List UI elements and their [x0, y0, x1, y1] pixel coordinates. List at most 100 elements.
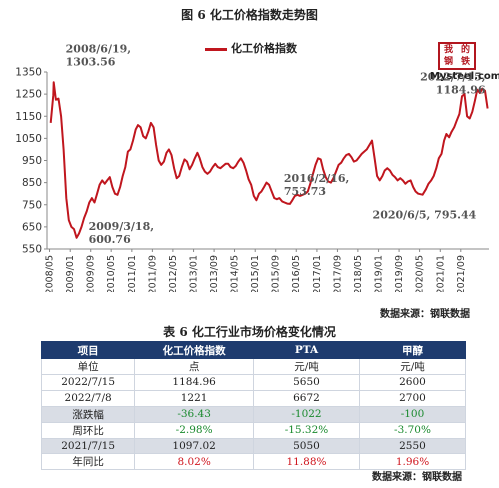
table-row: 年同比 8.02% 11.88% 1.96%: [40, 453, 467, 471]
x-tick-label: 2017/01: [312, 255, 323, 292]
y-tick-label: 750: [22, 199, 42, 211]
x-tick-label: 2009/01: [65, 255, 76, 292]
logo-char: 铁: [457, 56, 474, 68]
table-cell: 5650: [252, 374, 360, 391]
table-row: 2022/7/15 1184.96 5650 2600: [40, 374, 467, 391]
y-tick-label: 1250: [15, 89, 42, 101]
x-tick-label: 2014/05: [230, 255, 241, 292]
table-cell: 元/吨: [252, 358, 360, 375]
table-cell: -15.32%: [252, 421, 360, 439]
x-axis-ticks: 2008/05 2009/01 2009/09 2010/05 2011/01 2011/…: [45, 249, 467, 292]
table-header-cell: 化工价格指数: [134, 341, 254, 359]
table-cell: 单位: [40, 358, 136, 375]
annotation-line: 2022/7/15,: [420, 71, 485, 84]
x-tick-label: 2010/05: [106, 255, 117, 292]
y-tick-label: 1350: [15, 67, 42, 79]
mysteel-logo: 我 的 钢 铁 Mysteel.com: [430, 42, 499, 88]
table-cell: -2.98%: [134, 421, 254, 439]
x-tick-label: 2015/09: [271, 255, 282, 292]
x-tick-label: 2020/05: [415, 255, 426, 292]
annotation-line: 2008/6/19,: [66, 42, 131, 55]
table-cell: 2022/7/8: [40, 389, 136, 407]
x-tick-label: 2013/09: [209, 255, 220, 292]
table-cell: 1184.96: [134, 374, 254, 391]
logo-text: Mysteel.com: [430, 71, 499, 82]
series-line-chemical-index: [49, 81, 489, 239]
table-cell: 2700: [358, 389, 467, 407]
x-tick-label: 2021/09: [456, 255, 467, 292]
x-tick-label: 2018/05: [353, 255, 364, 292]
table-source: 数据来源：钢联数据: [372, 472, 462, 483]
table-cell: 周环比: [40, 421, 136, 439]
y-axis-ticks: 550 650 750 850 950 1050 1150 1250 1350: [15, 67, 47, 256]
annotation-line: 1184.96: [436, 84, 486, 97]
table-row: 涨跌幅 -36.43 -1022 -100: [40, 405, 467, 423]
chart-annotations: 2008/6/19, 1303.56 2009/3/18, 600.76 2016/2/…: [66, 42, 486, 245]
y-tick-label: 650: [22, 221, 42, 233]
legend-swatch: [205, 47, 227, 51]
x-tick-label: 2015/01: [250, 255, 261, 292]
annotation-line: 2016/2/16,: [284, 172, 349, 185]
logo-char: 的: [457, 44, 474, 56]
table-cell: 1097.02: [134, 437, 254, 455]
y-tick-label: 550: [22, 244, 42, 256]
table-cell: 5050: [252, 437, 360, 455]
table-cell: 点: [134, 358, 254, 375]
annotation-line: 2020/6/5, 795.44: [373, 209, 477, 222]
table-cell: 2021/7/15: [40, 437, 136, 455]
y-tick-label: 1050: [15, 133, 42, 145]
table-row: 2021/7/15 1097.02 5050 2550: [40, 437, 467, 455]
annotation-line: 753.73: [284, 185, 326, 198]
table-header-cell: PTA: [252, 341, 360, 359]
annotation-label: 2009/3/18, 600.76: [89, 220, 154, 246]
x-tick-label: 2011/01: [127, 255, 138, 292]
table-cell: 8.02%: [134, 453, 254, 471]
table-cell: 元/吨: [358, 358, 467, 375]
x-tick-label: 2009/09: [86, 255, 97, 292]
legend-label: 化工价格指数: [231, 42, 297, 55]
table-cell: 年同比: [40, 453, 136, 471]
y-tick-label: 1150: [15, 111, 42, 123]
annotation-line: 2009/3/18,: [89, 220, 154, 233]
table-cell: 6672: [252, 389, 360, 407]
table-cell: 2600: [358, 374, 467, 391]
x-tick-label: 2017/09: [332, 255, 343, 292]
annotation-line: 600.76: [89, 233, 131, 246]
table-body: 单位点元/吨 元/吨 2022/7/15 1184.96 5650 2600 2022/7/…: [40, 358, 467, 471]
annotation-line: 1303.56: [66, 55, 116, 68]
table-cell: 2550: [358, 437, 467, 455]
table-cell: 11.88%: [252, 453, 360, 471]
x-tick-label: 2021/01: [435, 255, 446, 292]
y-tick-label: 850: [22, 177, 42, 189]
table-cell: -36.43: [134, 405, 254, 423]
table-cell: 涨跌幅: [40, 405, 136, 423]
x-tick-label: 2016/05: [291, 255, 302, 292]
table-cell: 1221: [134, 389, 254, 407]
table-cell: -1022: [252, 405, 360, 423]
figure-title: 图 6 化工价格指数走势图: [181, 8, 318, 22]
table-title: 表 6 化工行业市场价格变化情况: [163, 325, 336, 339]
table-header-cell: 甲醇: [358, 341, 467, 359]
table-row: 单位点元/吨 元/吨: [40, 358, 467, 375]
annotation-label: 2008/6/19, 1303.56: [66, 42, 131, 68]
x-tick-label: 2013/01: [189, 255, 200, 292]
table-cell: 2022/7/15: [40, 374, 136, 391]
x-tick-label: 2011/09: [147, 255, 158, 292]
annotation-label: 2020/6/5, 795.44: [373, 209, 477, 222]
x-tick-label: 2008/05: [45, 255, 56, 292]
price-table: 项目 化工价格指数 PTA 甲醇 单位点元/吨 元/吨 2022/7/15 1184.…: [40, 341, 467, 471]
logo-char: 我: [440, 44, 457, 56]
table-cell: -3.70%: [358, 421, 467, 439]
legend: 化工价格指数: [205, 40, 297, 56]
logo-mark: 我 的 钢 铁: [438, 42, 476, 70]
table-header-cell: 项目: [40, 341, 136, 359]
table-row: 周环比 -2.98% -15.32% -3.70%: [40, 421, 467, 439]
table-row: 2022/7/8 1221 6672 2700: [40, 389, 467, 407]
x-tick-label: 2019/09: [394, 255, 405, 292]
table-header-row: 项目 化工价格指数 PTA 甲醇: [40, 341, 467, 359]
annotation-label: 2016/2/16, 753.73: [284, 172, 349, 198]
logo-char: 钢: [440, 56, 457, 68]
annotation-label: 2022/7/15, 1184.96: [420, 71, 486, 97]
x-tick-label: 2012/05: [168, 255, 179, 292]
